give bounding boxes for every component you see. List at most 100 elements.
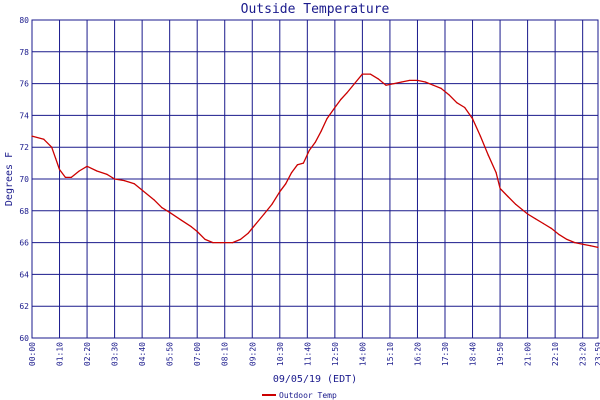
data-point bbox=[499, 187, 501, 190]
data-point bbox=[239, 238, 242, 241]
series-layer bbox=[31, 73, 599, 249]
x-tick-label: 09:20 bbox=[248, 342, 257, 366]
data-point bbox=[263, 213, 265, 215]
data-point bbox=[43, 138, 45, 140]
data-point bbox=[566, 238, 568, 241]
x-tick-label: 23:59 bbox=[594, 342, 600, 366]
data-point bbox=[440, 87, 442, 89]
data-point bbox=[574, 242, 576, 244]
y-tick-label: 60 bbox=[19, 334, 29, 343]
data-point bbox=[526, 213, 529, 215]
data-point bbox=[353, 83, 356, 85]
x-tick-label: 15:10 bbox=[386, 342, 395, 366]
data-point bbox=[495, 172, 497, 174]
data-point bbox=[589, 245, 592, 247]
data-point bbox=[320, 130, 322, 132]
data-point bbox=[582, 243, 584, 245]
x-tick-label: 19:50 bbox=[496, 342, 505, 366]
data-point bbox=[271, 203, 273, 206]
data-point bbox=[153, 199, 155, 201]
data-point bbox=[542, 222, 544, 225]
data-point bbox=[597, 246, 599, 248]
data-point bbox=[515, 203, 517, 206]
data-point bbox=[58, 168, 61, 171]
data-point bbox=[479, 135, 481, 137]
data-point bbox=[141, 189, 143, 191]
data-point bbox=[326, 117, 328, 120]
data-point bbox=[70, 176, 72, 179]
data-point bbox=[64, 176, 67, 179]
x-tick-label: 23:20 bbox=[579, 342, 588, 366]
data-point bbox=[334, 106, 336, 109]
y-tick-label: 80 bbox=[19, 16, 29, 25]
x-tick-label: 04:40 bbox=[138, 342, 147, 366]
data-point bbox=[456, 102, 458, 104]
data-point bbox=[302, 162, 304, 164]
data-point bbox=[86, 165, 88, 167]
data-point bbox=[448, 94, 450, 96]
y-tick-label: 68 bbox=[19, 207, 29, 216]
data-point bbox=[408, 79, 411, 82]
data-point bbox=[220, 242, 222, 244]
data-point bbox=[550, 227, 552, 229]
x-tick-label: 12:50 bbox=[331, 342, 340, 366]
data-point bbox=[123, 179, 126, 182]
x-tick-label: 14:00 bbox=[358, 342, 367, 366]
legend: Outdoor Temp bbox=[262, 391, 337, 400]
x-tick-label: 08:10 bbox=[221, 342, 230, 366]
data-point bbox=[471, 117, 474, 120]
data-point bbox=[96, 170, 98, 172]
x-tick-label: 02:20 bbox=[83, 342, 92, 366]
data-point bbox=[385, 84, 387, 86]
data-point bbox=[169, 211, 171, 213]
data-point bbox=[285, 183, 287, 185]
data-point bbox=[424, 81, 426, 83]
series-line-outdoor-temp bbox=[31, 73, 599, 249]
data-point bbox=[377, 78, 379, 80]
y-tick-label: 62 bbox=[19, 302, 29, 311]
data-point bbox=[416, 79, 419, 82]
data-point bbox=[247, 232, 249, 234]
data-point bbox=[464, 106, 466, 109]
y-tick-label: 76 bbox=[19, 80, 29, 89]
data-point bbox=[161, 207, 163, 209]
x-tick-label: 05:50 bbox=[166, 342, 175, 366]
data-point bbox=[106, 173, 108, 175]
x-axis-label: 09/05/19 (EDT) bbox=[273, 374, 357, 385]
y-tick-label: 64 bbox=[19, 270, 29, 279]
data-point bbox=[133, 183, 135, 185]
x-tick-label: 07:00 bbox=[193, 342, 202, 366]
x-tick-label: 11:40 bbox=[303, 342, 312, 366]
data-point bbox=[558, 234, 560, 236]
data-point bbox=[204, 238, 206, 241]
data-point bbox=[487, 154, 489, 156]
data-point bbox=[369, 73, 371, 75]
legend-label: Outdoor Temp bbox=[279, 391, 337, 400]
data-point bbox=[51, 146, 53, 148]
y-tick-label: 78 bbox=[19, 48, 29, 57]
y-axis-label: Degrees F bbox=[4, 152, 15, 206]
x-tick-label: 00:00 bbox=[28, 342, 37, 366]
x-tick-label: 01:10 bbox=[56, 342, 65, 366]
data-point bbox=[296, 164, 299, 166]
x-tick-label: 10:30 bbox=[276, 342, 285, 366]
x-tick-label: 03:30 bbox=[111, 342, 120, 366]
x-tick-label: 16:20 bbox=[413, 342, 422, 366]
data-point bbox=[308, 149, 310, 151]
y-tick-label: 74 bbox=[19, 111, 29, 120]
y-tick-label: 66 bbox=[19, 239, 29, 248]
data-point bbox=[231, 242, 234, 244]
data-point bbox=[196, 230, 198, 233]
data-point bbox=[346, 92, 348, 94]
data-point bbox=[224, 242, 226, 244]
plot-frame bbox=[31, 19, 599, 339]
data-point bbox=[534, 218, 537, 220]
data-point bbox=[78, 170, 80, 172]
data-point bbox=[393, 83, 395, 85]
data-point bbox=[401, 81, 403, 83]
chart-title: Outside Temperature bbox=[241, 2, 390, 17]
data-point bbox=[340, 98, 342, 101]
data-point bbox=[113, 178, 116, 180]
data-point bbox=[180, 219, 183, 221]
